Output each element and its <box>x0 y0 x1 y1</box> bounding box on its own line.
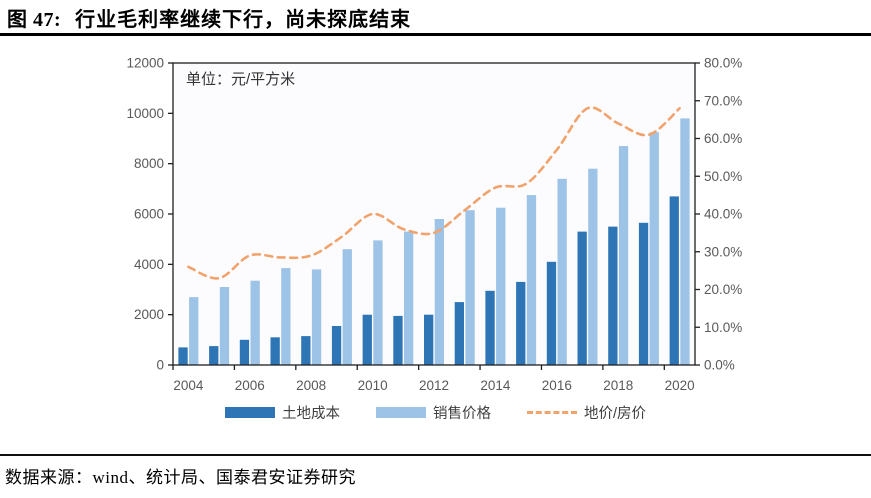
right-axis-tick-label: 60.0% <box>704 131 742 146</box>
x-axis-tick-label: 2018 <box>603 378 633 393</box>
right-axis-tick-label: 0.0% <box>704 358 735 373</box>
x-axis-tick-label: 2020 <box>665 378 695 393</box>
land-cost-swatch <box>224 406 275 418</box>
combo-chart-canvas: 0 2000 4000 6000 8000 10000 12000 0.0% 10.0% 20.0… <box>126 56 742 394</box>
x-axis-tick-label: 2008 <box>296 378 326 393</box>
data-source-text: 数据来源：wind、统计局、国泰君安证券研究 <box>5 468 356 487</box>
legend-label: 销售价格 <box>432 405 491 422</box>
bar-series-销售价格 <box>189 118 690 366</box>
figure-title: 行业毛利率继续下行，尚未探底结束 <box>75 9 412 31</box>
x-axis-tick-label: 2016 <box>542 378 572 393</box>
left-axis-tick-label: 6000 <box>134 207 164 222</box>
x-axis-tick-label: 2004 <box>173 378 204 393</box>
right-axis-tick-label: 30.0% <box>704 244 742 259</box>
legend-item-sale-price: 销售价格 <box>375 402 491 423</box>
right-axis-tick-label: 10.0% <box>704 320 742 335</box>
legend-label: 土地成本 <box>281 405 340 422</box>
legend-item-ratio: 地价/房价 <box>526 402 647 423</box>
right-axis-tick-label: 70.0% <box>704 93 742 108</box>
legend-label: 地价/房价 <box>583 405 647 422</box>
right-axis-tick-label: 20.0% <box>704 282 742 297</box>
chart-legend: 土地成本 销售价格 地价/房价 <box>0 401 871 423</box>
x-axis-tick-label: 2010 <box>358 378 388 393</box>
ratio-dashed-line-swatch <box>526 410 577 414</box>
right-axis-tick-label: 40.0% <box>704 207 742 222</box>
legend-item-land-cost: 土地成本 <box>224 402 340 423</box>
plot-area <box>173 63 695 365</box>
left-axis-tick-label: 8000 <box>134 156 164 171</box>
left-axis-tick-label: 0 <box>156 358 164 373</box>
ratio-dashed-line <box>187 106 681 280</box>
figure-number-label: 图 47: <box>7 9 62 31</box>
source-divider-rule <box>0 454 871 456</box>
unit-label: 单位：元/平方米 <box>186 71 295 88</box>
right-axis-tick-label: 80.0% <box>704 56 742 71</box>
sale-price-swatch <box>375 406 426 418</box>
bar-series-土地成本 <box>178 196 679 365</box>
left-axis-tick-label: 2000 <box>134 307 164 322</box>
left-axis-tick-label: 10000 <box>126 106 164 121</box>
x-axis-tick-label: 2012 <box>419 378 449 393</box>
title-divider-rule <box>0 33 871 36</box>
right-axis-tick-label: 50.0% <box>704 169 742 184</box>
axes-frame <box>168 62 700 370</box>
left-axis-tick-label: 12000 <box>126 56 164 71</box>
figure-header: 图 47: 行业毛利率继续下行，尚未探底结束 <box>7 3 411 32</box>
x-axis-tick-label: 2014 <box>480 378 511 393</box>
left-axis-tick-label: 4000 <box>134 257 164 272</box>
x-axis-tick-label: 2006 <box>235 378 265 393</box>
